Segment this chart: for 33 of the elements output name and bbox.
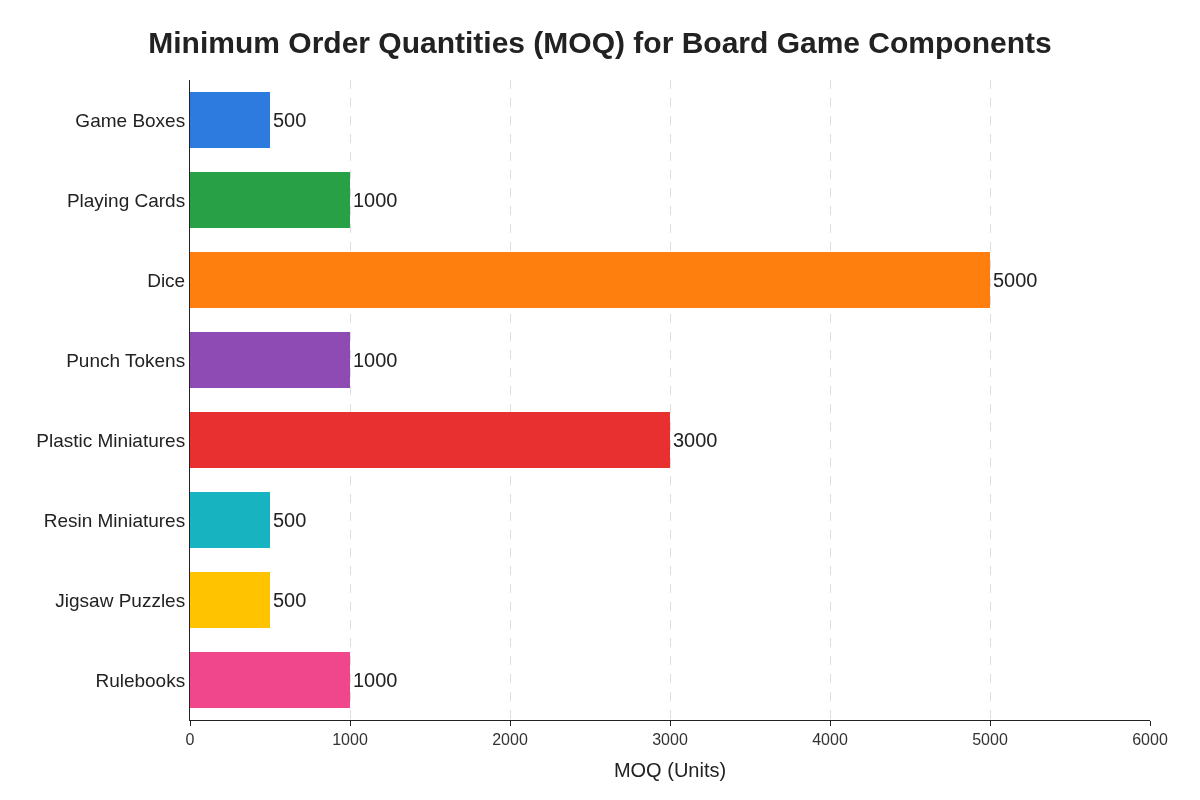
bar: [190, 652, 350, 708]
bar: [190, 412, 670, 468]
bar: [190, 252, 990, 308]
data-label: 1000: [353, 189, 398, 211]
bar: [190, 92, 270, 148]
x-tick-label: 4000: [812, 731, 848, 749]
data-label: 3000: [673, 429, 718, 451]
data-label: 5000: [993, 269, 1038, 291]
x-tick-label: 5000: [972, 731, 1008, 749]
y-tick-label: Game Boxes: [75, 109, 186, 131]
y-tick-label: Punch Tokens: [66, 349, 186, 371]
data-label: 500: [273, 509, 307, 531]
y-tick-label: Plastic Miniatures: [36, 429, 186, 451]
data-label: 1000: [353, 349, 398, 371]
x-axis-title: MOQ (Units): [613, 758, 727, 781]
data-label: 500: [273, 109, 307, 131]
chart-title: Minimum Order Quantities (MOQ) for Board Game Components: [148, 26, 1052, 59]
bar: [190, 172, 350, 228]
bar: [190, 572, 270, 628]
x-tick-label: 3000: [652, 731, 688, 749]
y-tick-label: Rulebooks: [95, 669, 186, 691]
y-tick-label: Resin Miniatures: [43, 509, 186, 531]
x-tick-label: 1000: [332, 731, 368, 749]
data-label: 1000: [353, 669, 398, 691]
y-tick-label: Dice: [147, 269, 186, 291]
x-tick-label: 2000: [492, 731, 528, 749]
x-tick-label: 0: [185, 731, 195, 749]
data-label: 500: [273, 589, 307, 611]
bar: [190, 332, 350, 388]
y-tick-label: Playing Cards: [66, 189, 186, 211]
y-tick-label: Jigsaw Puzzles: [55, 589, 186, 611]
bar: [190, 492, 270, 548]
x-tick-label: 6000: [1132, 731, 1168, 749]
